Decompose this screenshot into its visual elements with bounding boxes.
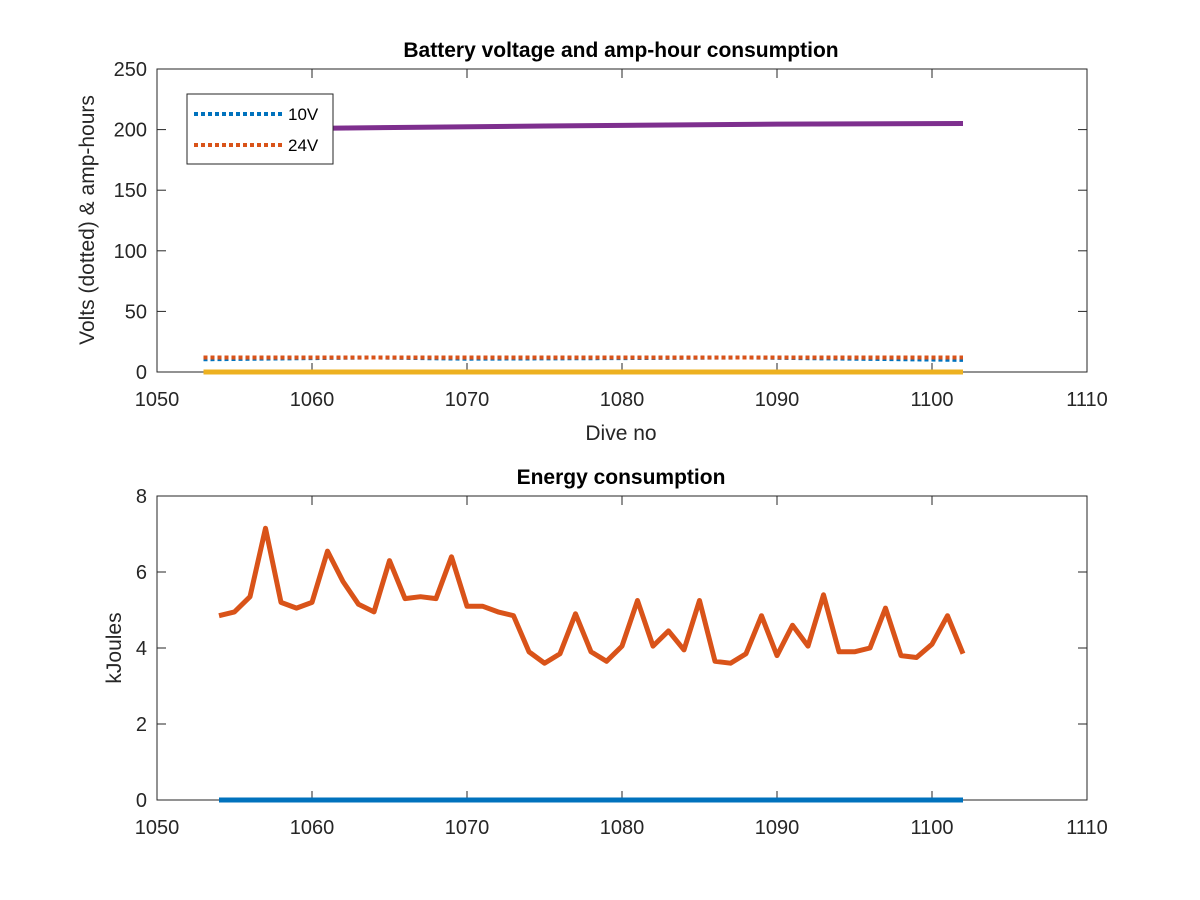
- bottom-x-tick-label: 1050: [135, 817, 180, 839]
- bottom-x-tick-label: 1090: [755, 817, 800, 839]
- legend-label-10v: 10V: [288, 105, 319, 124]
- legend-label-24v: 24V: [288, 136, 319, 155]
- bottom-y-axis-label: kJoules: [103, 612, 126, 683]
- top-y-tick-label: 50: [125, 301, 147, 323]
- top-legend: 10V 24V: [186, 93, 334, 165]
- top-x-axis-label: Dive no: [585, 422, 656, 445]
- top-x-tick-label: 1110: [1066, 389, 1108, 411]
- bottom-x-tick-label: 1060: [290, 817, 335, 839]
- bottom-y-tick-label: 2: [136, 714, 147, 736]
- top-x-tick-label: 1080: [600, 389, 645, 411]
- bottom-series-line-2: [218, 525, 966, 666]
- bottom-chart-title: Energy consumption: [517, 466, 726, 489]
- top-x-tick-label: 1100: [910, 389, 953, 411]
- bottom-y-tick-label: 8: [136, 486, 147, 508]
- top-x-tick-label: 1090: [755, 389, 800, 411]
- bottom-y-tick-label: 4: [136, 638, 147, 660]
- top-y-tick-label: 250: [114, 59, 147, 81]
- bottom-x-tick-label: 1110: [1066, 817, 1108, 839]
- bottom-y-tick-label: 6: [136, 562, 147, 584]
- bottom-x-tick-label: 1080: [600, 817, 645, 839]
- top-axes: Battery voltage and amp-hour consumption…: [76, 39, 1108, 445]
- bottom-x-tick-label: 1070: [445, 817, 490, 839]
- top-chart-title: Battery voltage and amp-hour consumption: [403, 39, 838, 62]
- top-y-axis-label: Volts (dotted) & amp-hours: [76, 95, 99, 345]
- top-x-tick-label: 1050: [135, 389, 180, 411]
- top-x-tick-label: 1060: [290, 389, 335, 411]
- top-x-tick-label: 1070: [445, 389, 490, 411]
- legend-box: [186, 93, 334, 165]
- bottom-axes: Energy consumption kJoules 1050 1060 1070 1…: [103, 466, 1108, 839]
- top-y-tick-label: 0: [136, 362, 147, 384]
- top-y-tick-label: 150: [114, 180, 147, 202]
- top-y-tick-label: 100: [114, 241, 147, 263]
- bottom-y-tick-label: 0: [136, 790, 147, 812]
- top-y-tick-label: 200: [114, 120, 147, 142]
- bottom-x-tick-label: 1100: [910, 817, 953, 839]
